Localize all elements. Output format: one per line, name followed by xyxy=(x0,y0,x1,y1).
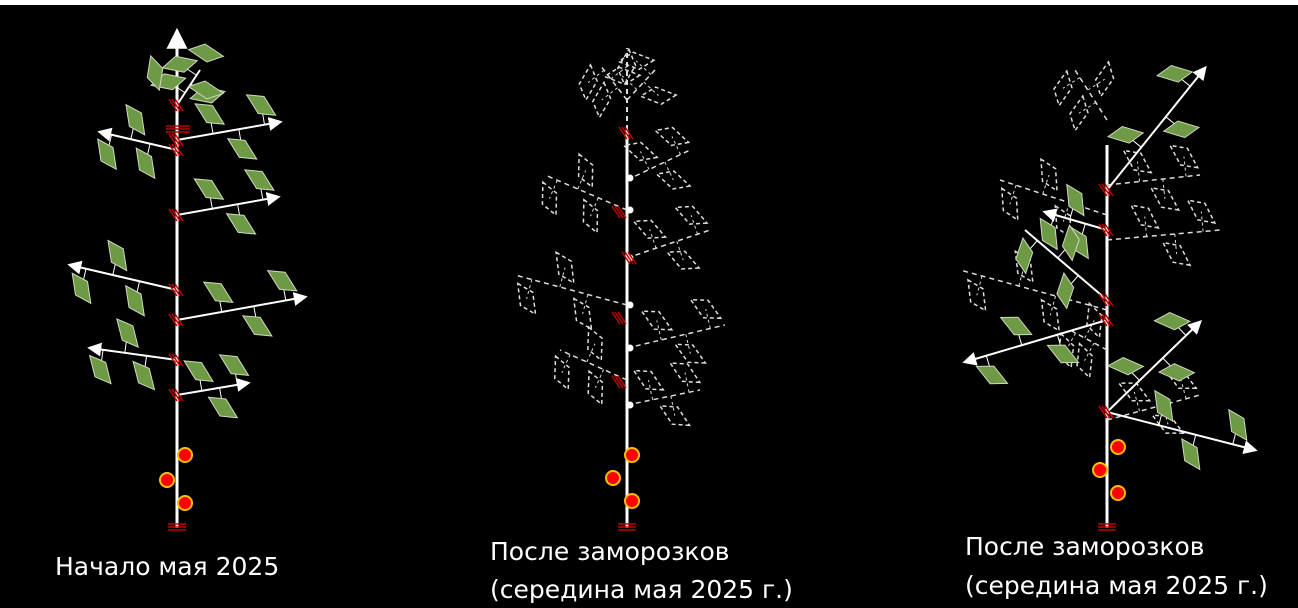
caption: (середина мая 2025 г.) xyxy=(965,571,1268,600)
tomato xyxy=(1093,463,1107,477)
tomato xyxy=(625,448,639,462)
tomato xyxy=(625,494,639,508)
tomato xyxy=(1111,486,1125,500)
scar xyxy=(627,175,634,182)
caption: (середина мая 2025 г.) xyxy=(490,575,793,604)
tomato xyxy=(178,448,192,462)
tomato xyxy=(1111,440,1125,454)
scar xyxy=(627,345,634,352)
tomato xyxy=(160,473,174,487)
caption: Начало мая 2025 xyxy=(55,552,279,581)
top-border xyxy=(0,0,1298,5)
caption: После заморозков xyxy=(490,537,730,566)
scar xyxy=(627,302,634,309)
caption: После заморозков xyxy=(965,532,1205,561)
scar xyxy=(627,402,634,409)
tomato xyxy=(178,496,192,510)
diagram: Начало мая 2025 После заморозков (середи… xyxy=(0,0,1298,608)
tomato xyxy=(606,471,620,485)
scar xyxy=(627,207,634,214)
